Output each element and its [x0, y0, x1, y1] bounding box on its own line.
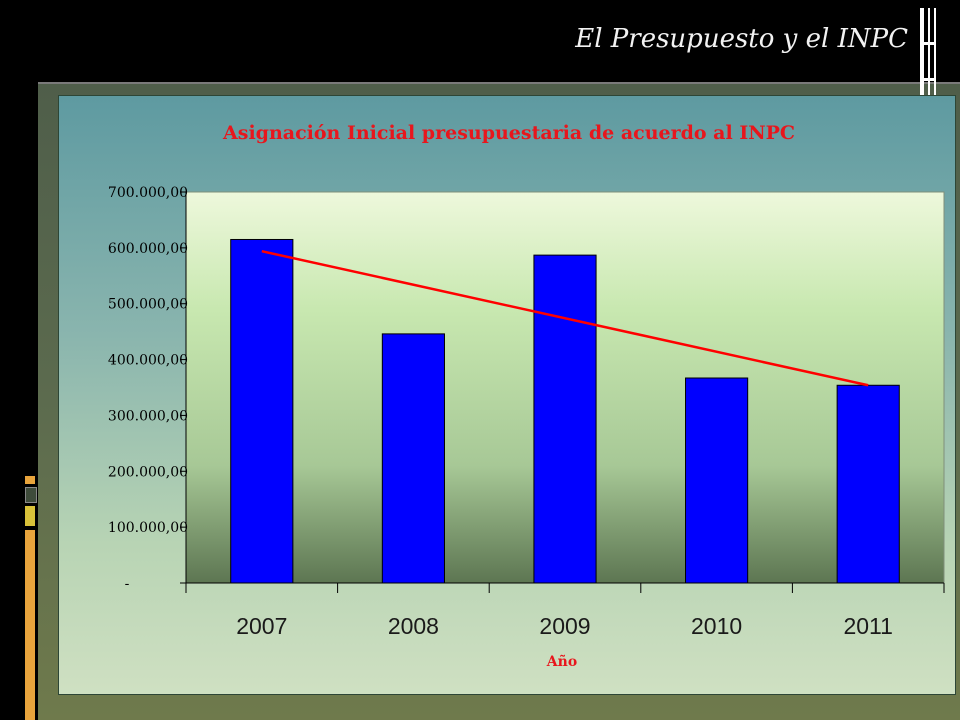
- deco-square-dark: [25, 487, 37, 503]
- bar-2008: [381, 333, 445, 584]
- y-tick-label: 600.000,00: [108, 241, 188, 257]
- deco-rule-1: [920, 42, 936, 45]
- y-tick-label: 700.000,00: [108, 185, 188, 201]
- deco-bar-2: [928, 8, 930, 116]
- deco-bar-1: [920, 8, 924, 116]
- x-axis-title: Año: [546, 653, 577, 670]
- x-axis: 2007 2008 2009 2010 2011: [185, 582, 945, 639]
- bars: [230, 238, 900, 584]
- x-tick-label: 2007: [236, 613, 287, 639]
- header-rule: [38, 82, 960, 84]
- y-tick-label: -: [125, 576, 130, 592]
- deco-square-orange: [25, 476, 35, 484]
- y-tick-label: 100.000,00: [108, 520, 188, 536]
- deco-rule-2: [920, 78, 936, 81]
- y-tick-label: 400.000,00: [108, 353, 188, 369]
- bar-2009: [533, 254, 597, 584]
- deco-bar-3: [934, 8, 936, 116]
- y-axis: - 100.000,00 200.000,00 300.000,00 400.000,0…: [108, 185, 188, 592]
- slide-title: El Presupuesto y el INPC: [575, 24, 908, 54]
- deco-square-yellow: [25, 506, 35, 526]
- chart: Asignación Inicial presupuestaria de acu…: [108, 122, 945, 670]
- bar-2011: [836, 384, 900, 584]
- y-tick-label: 500.000,00: [108, 297, 188, 313]
- bar-2010: [685, 377, 749, 584]
- x-tick-label: 2010: [691, 613, 742, 639]
- y-tick-label: 300.000,00: [108, 408, 188, 424]
- trendline-line: [261, 249, 869, 387]
- x-tick-label: 2008: [388, 613, 439, 639]
- deco-strip-orange: [25, 530, 35, 720]
- y-tick-label: 200.000,00: [108, 464, 188, 480]
- x-tick-label: 2009: [539, 613, 590, 639]
- chart-title: Asignación Inicial presupuestaria de acu…: [222, 122, 795, 144]
- bar-2007: [230, 238, 294, 584]
- trendline: [261, 249, 869, 387]
- chart-panel: Asignación Inicial presupuestaria de acu…: [58, 95, 956, 695]
- x-tick-label: 2011: [843, 613, 892, 639]
